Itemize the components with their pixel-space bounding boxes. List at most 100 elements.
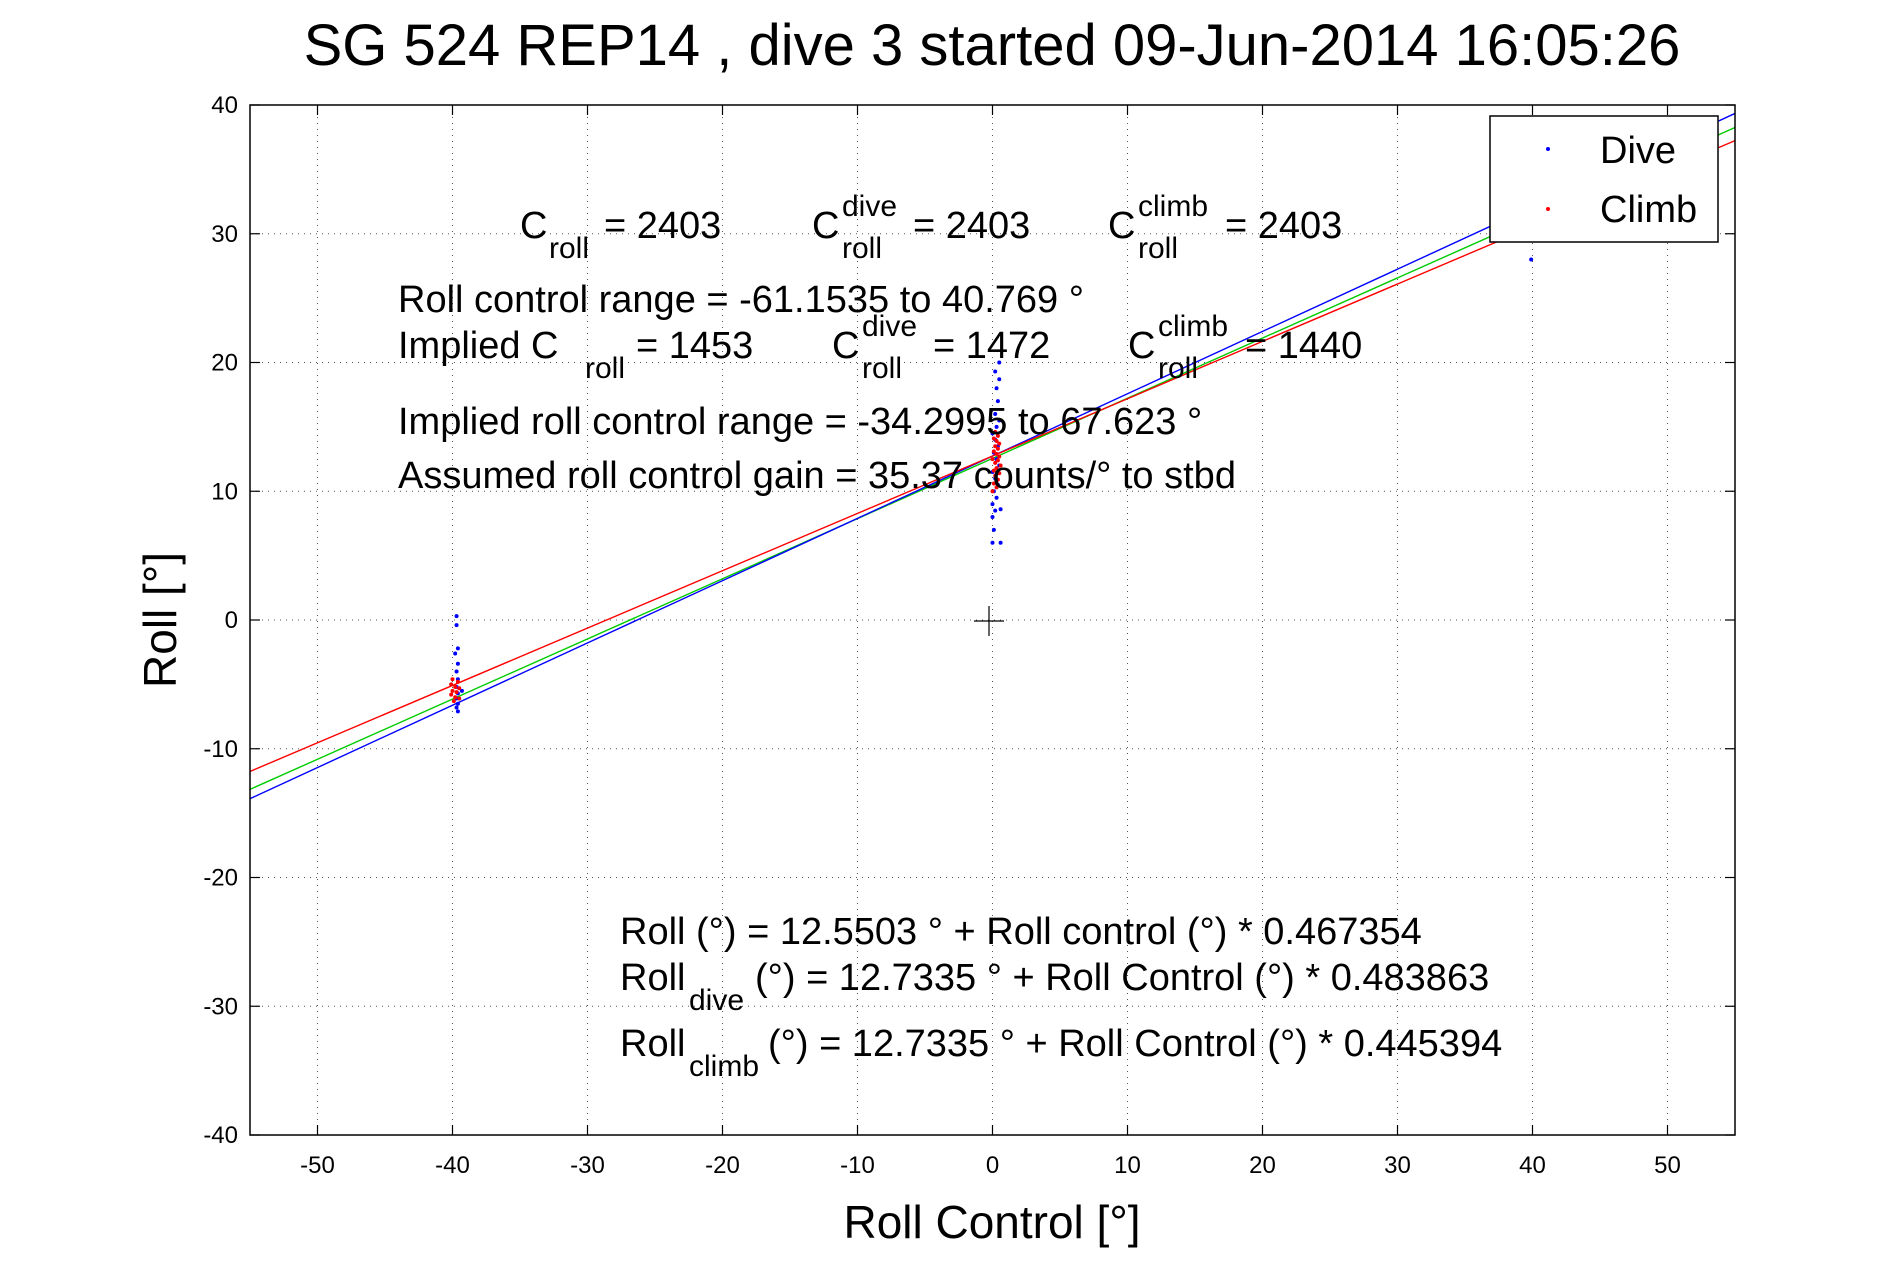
climb-point (991, 468, 996, 473)
svg-text:climb: climb (689, 1050, 759, 1083)
dive-point (994, 424, 999, 429)
dive-point (995, 399, 1000, 404)
legend-dive-marker (1546, 147, 1550, 151)
dive-point (993, 508, 998, 513)
svg-text:climb: climb (1158, 310, 1228, 343)
svg-text:(°) = 12.7335 ° + Roll Control: (°) = 12.7335 ° + Roll Control (°) * 0.4… (755, 957, 1489, 999)
dive-point (454, 669, 459, 674)
svg-text:= 2403: = 2403 (604, 205, 721, 247)
x-tick-label: -10 (840, 1152, 875, 1179)
svg-text:roll: roll (862, 352, 902, 385)
climb-point (457, 686, 462, 691)
dive-point (455, 701, 460, 706)
dive-point (455, 661, 460, 666)
y-axis-label: Roll [°] (134, 552, 186, 688)
y-tick-label: 0 (225, 607, 238, 634)
dive-point (997, 418, 1002, 423)
climb-point (997, 471, 1002, 476)
svg-text:dive: dive (842, 190, 897, 223)
c-roll-climb-annotation: C climb roll = 2403 (1108, 190, 1342, 265)
dive-point (990, 515, 995, 519)
roll-control-range-text: Roll control range = -61.1535 to 40.769 … (398, 279, 1084, 321)
svg-text:roll: roll (842, 232, 882, 265)
chart-title: SG 524 REP14 , dive 3 started 09-Jun-201… (304, 13, 1681, 78)
climb-point (995, 446, 1000, 451)
climb-point (450, 688, 455, 693)
climb-point (993, 444, 998, 449)
dive-point (1529, 257, 1534, 262)
svg-text:= 1440: = 1440 (1245, 325, 1362, 367)
svg-text:C: C (520, 205, 547, 247)
fit-climb-equation: Roll climb (°) = 12.7335 ° + Roll Contro… (620, 1023, 1502, 1083)
climb-point (997, 454, 1002, 459)
climb-point (450, 677, 455, 682)
climb-point (990, 457, 995, 462)
climb-point (449, 692, 454, 697)
implied-c-climb-annotation: C climb roll = 1440 (1128, 310, 1362, 385)
legend-climb-marker (1546, 207, 1550, 211)
x-tick-label: -40 (435, 1152, 470, 1179)
dive-point (454, 705, 459, 710)
y-tick-label: -40 (203, 1122, 238, 1149)
x-tick-label: -50 (300, 1152, 335, 1179)
x-tick-label: 40 (1519, 1152, 1546, 1179)
climb-point (995, 477, 1000, 482)
dive-point (994, 495, 999, 500)
y-tick-label: 20 (211, 350, 238, 377)
climb-point (455, 679, 460, 684)
climb-point (990, 489, 995, 494)
axis-ticks: -50 -40 -30 -20 -10 0 10 20 30 40 50 -40 -30 -20 -10 0 1… (203, 92, 1735, 1179)
svg-text:= 1453: = 1453 (636, 325, 753, 367)
dive-point (454, 614, 459, 619)
svg-text:= 2403: = 2403 (913, 205, 1030, 247)
climb-point (451, 699, 456, 704)
x-tick-label: 0 (986, 1152, 999, 1179)
dive-point (455, 646, 460, 651)
dive-point (991, 527, 996, 532)
climb-point (995, 458, 1000, 463)
dive-point (998, 540, 1003, 545)
y-tick-label: 10 (211, 478, 238, 505)
x-tick-label: -20 (705, 1152, 740, 1179)
x-tick-label: -30 (570, 1152, 605, 1179)
x-tick-label: 30 (1384, 1152, 1411, 1179)
implied-c-roll-annotation: Implied C roll = 1453 (398, 325, 753, 385)
svg-text:C: C (812, 205, 839, 247)
dive-point (455, 709, 460, 714)
svg-text:roll: roll (1138, 232, 1178, 265)
svg-text:roll: roll (585, 352, 625, 385)
svg-text:C: C (1108, 205, 1135, 247)
origin-crosshair (974, 606, 1004, 636)
y-tick-label: 40 (211, 92, 238, 119)
climb-point (991, 449, 996, 454)
climb-point (994, 451, 999, 456)
svg-text:= 1472: = 1472 (933, 325, 1050, 367)
dive-point (453, 651, 458, 656)
climb-point (454, 690, 459, 695)
svg-text:Roll: Roll (620, 957, 685, 999)
climb-point (994, 485, 999, 490)
dive-point (454, 623, 459, 628)
svg-text:C: C (1128, 325, 1155, 367)
legend-climb-label: Climb (1600, 189, 1697, 231)
x-tick-label: 50 (1654, 1152, 1681, 1179)
legend-dive-label: Dive (1600, 130, 1676, 172)
svg-text:dive: dive (689, 984, 744, 1017)
dive-point (998, 507, 1003, 512)
climb-point (993, 430, 998, 435)
climb-point (994, 466, 999, 471)
svg-text:Roll: Roll (620, 1023, 685, 1065)
svg-text:roll: roll (1158, 352, 1198, 385)
implied-c-dive-annotation: C dive roll = 1472 (832, 310, 1050, 385)
y-tick-label: -20 (203, 865, 238, 892)
climb-point (993, 473, 998, 478)
dive-point (994, 386, 999, 391)
svg-text:= 2403: = 2403 (1225, 205, 1342, 247)
fit-all-equation: Roll (°) = 12.5503 ° + Roll control (°) … (620, 911, 1422, 953)
svg-text:C: C (832, 325, 859, 367)
climb-point (453, 684, 458, 689)
dive-point (990, 502, 995, 507)
x-tick-label: 10 (1114, 1152, 1141, 1179)
dive-point (993, 369, 998, 374)
